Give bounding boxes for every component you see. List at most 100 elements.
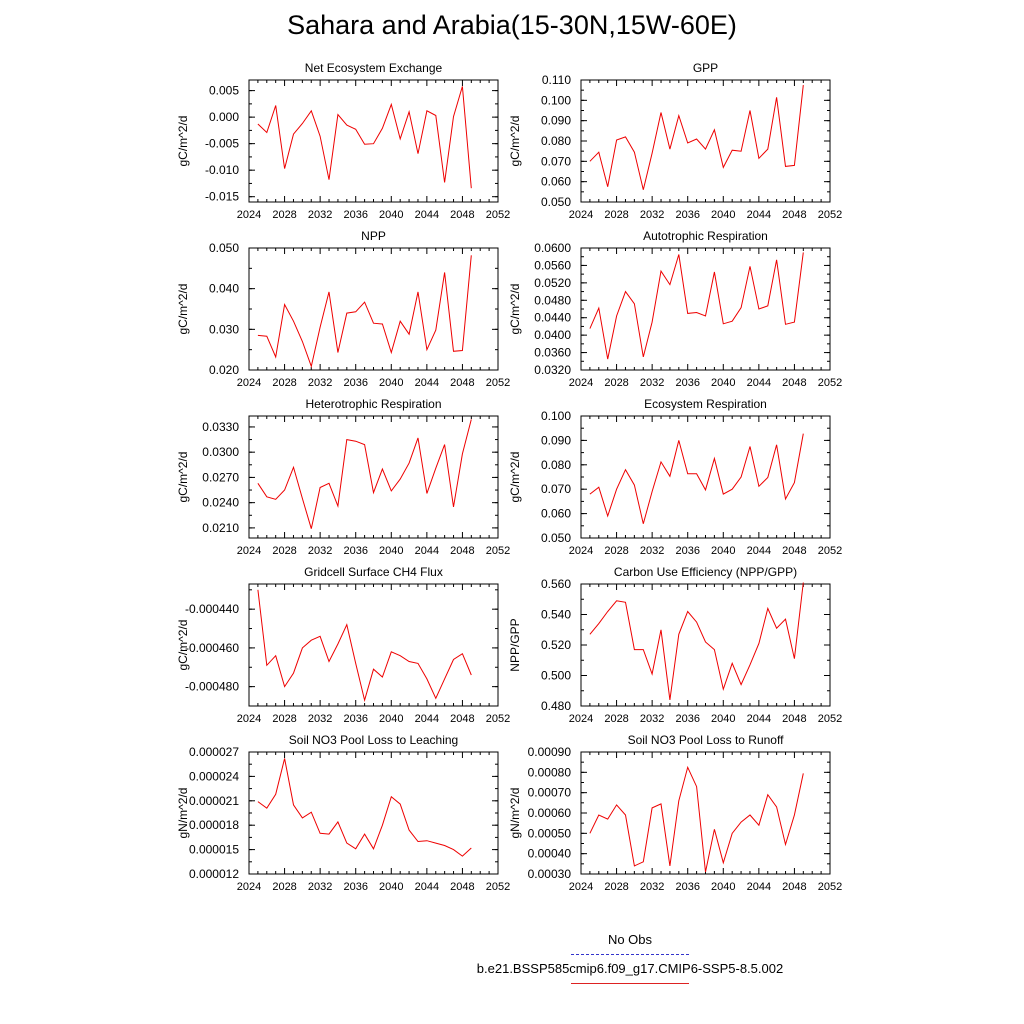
panel-title: Autotrophic Respiration bbox=[643, 229, 768, 243]
plot-frame bbox=[248, 751, 499, 875]
plot-frame bbox=[580, 751, 831, 875]
y-tick-label: 0.0360 bbox=[534, 346, 571, 360]
x-tick-label: 2040 bbox=[379, 209, 403, 221]
x-tick-label: 2024 bbox=[569, 881, 593, 893]
x-tick-label: 2036 bbox=[343, 713, 367, 725]
x-tick-label: 2024 bbox=[569, 209, 593, 221]
y-axis-label: gC/m^2/d bbox=[176, 284, 190, 335]
x-tick-label: 2040 bbox=[379, 881, 403, 893]
x-tick-label: 2036 bbox=[675, 209, 699, 221]
y-tick-label: 0.560 bbox=[541, 577, 571, 591]
x-tick-label: 2040 bbox=[711, 713, 735, 725]
y-tick-label: 0.000018 bbox=[189, 818, 239, 832]
y-tick-label: 0.0440 bbox=[534, 311, 571, 325]
y-tick-label: 0.040 bbox=[209, 282, 239, 296]
y-tick-label: 0.0480 bbox=[534, 293, 571, 307]
y-tick-label: -0.005 bbox=[205, 137, 239, 151]
x-tick-label: 2024 bbox=[237, 209, 261, 221]
series-line bbox=[589, 85, 804, 190]
panel-title: NPP bbox=[361, 229, 386, 243]
x-tick-label: 2024 bbox=[569, 377, 593, 389]
y-axis-label: gC/m^2/d bbox=[508, 284, 522, 335]
plot-frame bbox=[248, 583, 499, 707]
legend-model-line bbox=[571, 983, 689, 984]
x-tick-label: 2044 bbox=[747, 881, 771, 893]
legend-model-label: b.e21.BSSP585cmip6.f09_g17.CMIP6-SSP5-8.… bbox=[476, 961, 784, 976]
x-tick-label: 2036 bbox=[675, 713, 699, 725]
y-tick-label: 0.00070 bbox=[528, 786, 572, 800]
x-tick-label: 2040 bbox=[711, 377, 735, 389]
x-tick-label: 2040 bbox=[379, 377, 403, 389]
x-tick-label: 2052 bbox=[818, 377, 842, 389]
x-tick-label: 2024 bbox=[237, 881, 261, 893]
x-tick-label: 2044 bbox=[415, 713, 439, 725]
y-axis-label: gC/m^2/d bbox=[508, 116, 522, 167]
chart-panel: Carbon Use Efficiency (NPP/GPP) NPP/GPP 20… bbox=[508, 565, 842, 725]
x-tick-label: 2052 bbox=[486, 209, 510, 221]
x-tick-label: 2044 bbox=[415, 209, 439, 221]
series-line bbox=[589, 765, 804, 873]
x-tick-label: 2052 bbox=[486, 713, 510, 725]
y-tick-label: 0.0270 bbox=[202, 470, 239, 484]
y-tick-label: 0.0560 bbox=[534, 258, 571, 272]
x-tick-label: 2028 bbox=[604, 545, 628, 557]
x-tick-label: 2052 bbox=[818, 713, 842, 725]
y-tick-label: 0.000015 bbox=[189, 843, 239, 857]
x-tick-label: 2028 bbox=[272, 545, 296, 557]
y-tick-label: 0.000012 bbox=[189, 867, 239, 881]
y-tick-label: 0.080 bbox=[541, 134, 571, 148]
x-tick-label: 2040 bbox=[379, 713, 403, 725]
x-tick-label: 2036 bbox=[675, 881, 699, 893]
y-tick-label: 0.000024 bbox=[189, 769, 239, 783]
y-tick-label: -0.015 bbox=[205, 190, 239, 204]
chart-panel: Ecosystem Respiration gC/m^2/d 2024 2028 203… bbox=[508, 397, 842, 557]
y-tick-label: 0.090 bbox=[541, 114, 571, 128]
y-tick-label: 0.050 bbox=[541, 195, 571, 209]
series-line bbox=[257, 86, 472, 189]
y-tick-label: 0.0600 bbox=[534, 241, 571, 255]
x-tick-label: 2048 bbox=[450, 209, 474, 221]
y-tick-label: 0.070 bbox=[541, 482, 571, 496]
chart-panel: Soil NO3 Pool Loss to Runoff gN/m^2/d 2024… bbox=[508, 733, 842, 893]
series-line bbox=[257, 255, 472, 369]
x-tick-label: 2036 bbox=[343, 377, 367, 389]
panel-title: Heterotrophic Respiration bbox=[305, 397, 441, 411]
x-tick-label: 2028 bbox=[604, 881, 628, 893]
x-tick-label: 2040 bbox=[711, 545, 735, 557]
plot-frame bbox=[248, 79, 499, 203]
x-tick-label: 2024 bbox=[569, 713, 593, 725]
x-tick-label: 2048 bbox=[450, 377, 474, 389]
x-tick-label: 2044 bbox=[747, 713, 771, 725]
y-tick-label: -0.000460 bbox=[185, 641, 239, 655]
y-tick-label: 0.110 bbox=[542, 73, 571, 87]
series-line bbox=[589, 433, 804, 524]
x-tick-label: 2044 bbox=[747, 209, 771, 221]
x-tick-label: 2048 bbox=[782, 209, 806, 221]
y-axis-label: gC/m^2/d bbox=[176, 116, 190, 167]
chart-panel: Autotrophic Respiration gC/m^2/d 2024 2028 2… bbox=[508, 229, 842, 389]
chart-panel: Heterotrophic Respiration gC/m^2/d 2024 202… bbox=[176, 397, 510, 557]
chart-panel: Soil NO3 Pool Loss to Leaching gN/m^2/d 20… bbox=[176, 733, 510, 893]
x-tick-label: 2044 bbox=[415, 377, 439, 389]
plot-frame bbox=[580, 415, 831, 539]
series-line bbox=[589, 582, 804, 700]
y-tick-label: -0.000440 bbox=[185, 602, 239, 616]
legend-obs-label: No Obs bbox=[607, 932, 653, 947]
y-tick-label: 0.00080 bbox=[528, 765, 572, 779]
x-tick-label: 2028 bbox=[272, 713, 296, 725]
panel-title: Net Ecosystem Exchange bbox=[305, 61, 443, 75]
y-axis-label: gC/m^2/d bbox=[508, 452, 522, 503]
x-tick-label: 2036 bbox=[675, 545, 699, 557]
y-tick-label: 0.050 bbox=[541, 531, 571, 545]
y-tick-label: -0.010 bbox=[205, 163, 239, 177]
y-tick-label: 0.540 bbox=[541, 608, 571, 622]
x-tick-label: 2028 bbox=[604, 209, 628, 221]
x-tick-label: 2048 bbox=[450, 545, 474, 557]
panel-title: Ecosystem Respiration bbox=[644, 397, 767, 411]
x-tick-label: 2048 bbox=[782, 881, 806, 893]
x-tick-label: 2036 bbox=[343, 209, 367, 221]
x-tick-label: 2032 bbox=[308, 545, 332, 557]
page-title: Sahara and Arabia(15-30N,15W-60E) bbox=[287, 10, 737, 40]
x-tick-label: 2044 bbox=[415, 545, 439, 557]
